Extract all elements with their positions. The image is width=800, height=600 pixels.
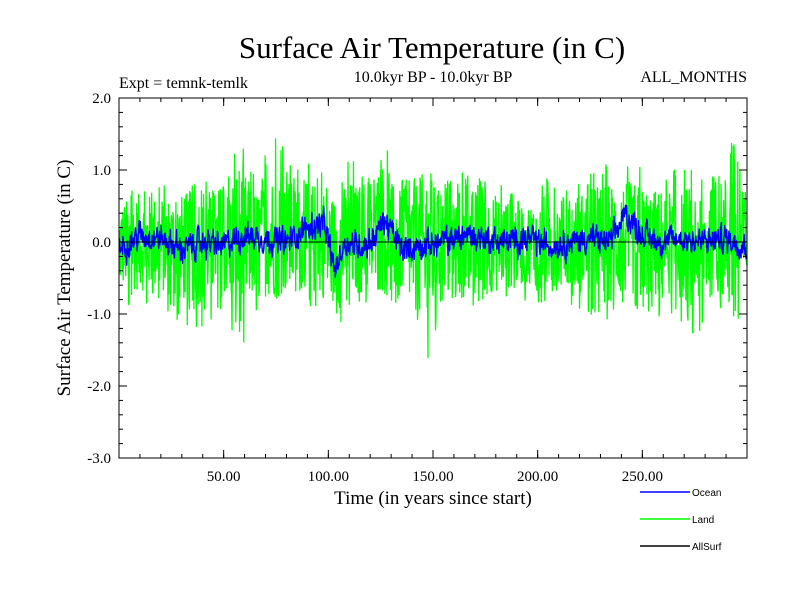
x-tick-label: 100.00 — [308, 469, 349, 485]
y-tick-label: 0.0 — [92, 235, 111, 251]
legend-label-ocean: Ocean — [692, 488, 721, 499]
y-tick-label: -2.0 — [87, 379, 111, 395]
y-tick-label: 1.0 — [92, 163, 111, 179]
series-layer — [119, 138, 747, 359]
x-tick-label: 200.00 — [517, 469, 558, 485]
legend-label-allsurf: AllSurf — [692, 542, 722, 553]
subtitle-left: Expt = temnk-temlk — [119, 75, 248, 92]
subtitle-right: ALL_MONTHS — [640, 69, 747, 86]
legend-label-land: Land — [692, 515, 714, 526]
legend: Ocean Land AllSurf — [640, 488, 722, 553]
y-axis-label: Surface Air Temperature (in C) — [54, 160, 75, 397]
x-tick-label: 50.00 — [207, 469, 241, 485]
y-tick-label: -1.0 — [87, 307, 111, 323]
x-axis-label: Time (in years since start) — [334, 488, 532, 509]
y-tick-label: -3.0 — [87, 451, 111, 467]
y-tick-label: 2.0 — [92, 91, 111, 107]
series-line-ocean — [119, 204, 747, 278]
chart-title: Surface Air Temperature (in C) — [239, 30, 625, 65]
series-line-land — [119, 138, 747, 359]
x-tick-label: 250.00 — [622, 469, 663, 485]
x-tick-label: 150.00 — [412, 469, 453, 485]
subtitle-center: 10.0kyr BP - 10.0kyr BP — [354, 69, 513, 86]
